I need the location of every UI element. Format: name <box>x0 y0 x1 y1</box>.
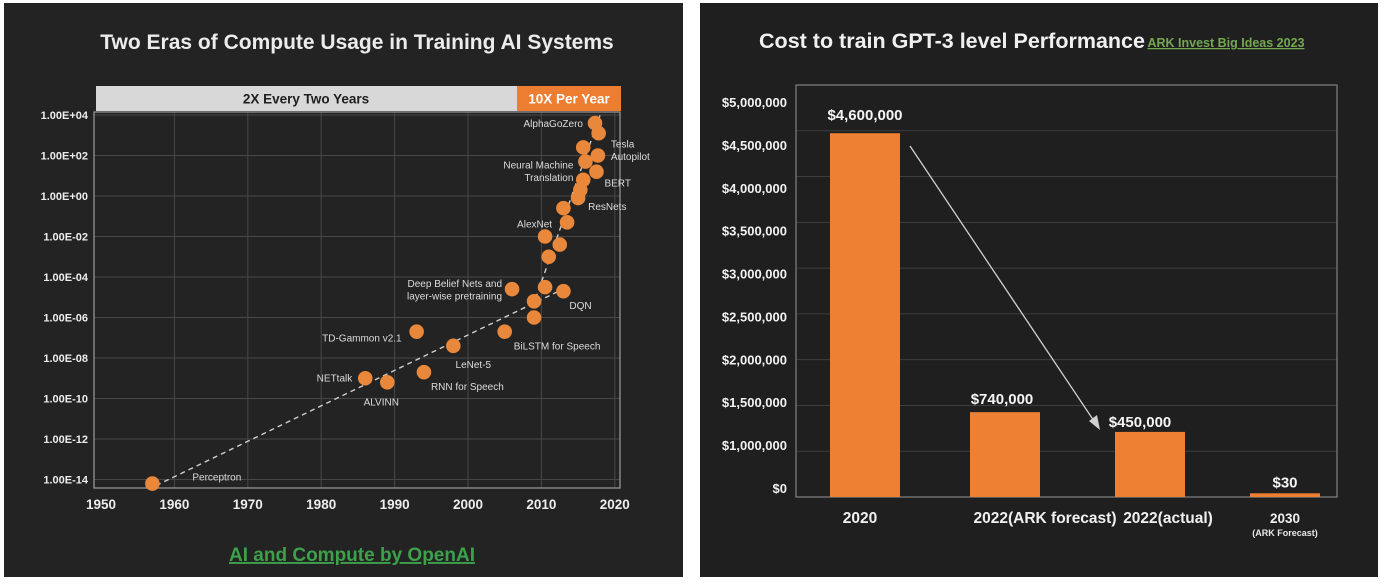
data-point-alvinn <box>379 375 395 390</box>
bar-2022-ark-forecast- <box>970 412 1040 497</box>
point-label: Neural Machine Translation <box>503 161 573 185</box>
data-point <box>556 200 571 216</box>
point-label: Tesla Autopilot <box>611 140 650 164</box>
right-plot-border <box>795 84 1338 498</box>
ai-and-compute-link[interactable]: AI and Compute by OpenAI <box>229 545 475 566</box>
point-label: DQN <box>569 301 591 312</box>
point-label: AlexNet <box>517 220 552 231</box>
left-x-tick-label: 1960 <box>159 497 189 512</box>
left-x-tick-label: 1990 <box>380 497 410 512</box>
point-label: BERT <box>604 179 631 190</box>
right-chart-grid: $5,000,000 $4,500,000 $4,000,000 $3,500,000… <box>722 84 1338 498</box>
category-label: 2022(ARK forecast) <box>974 510 1117 527</box>
data-point <box>552 237 568 252</box>
right-y-tick-label: $3,000,000 <box>722 267 787 282</box>
point-label: AlphaGoZero <box>523 119 583 130</box>
left-x-tick-label: 1950 <box>86 497 116 512</box>
data-point <box>537 279 553 295</box>
right-y-tick-label: $2,500,000 <box>722 309 787 324</box>
point-label: ResNets <box>588 202 626 213</box>
decline-arrow-line <box>909 145 1097 425</box>
right-chart-title: Cost to train GPT-3 level Performance <box>759 29 1145 53</box>
data-point <box>497 324 512 339</box>
data-point-perceptron <box>145 476 160 491</box>
category-sublabel: (ARK Forecast) <box>1252 528 1318 538</box>
right-y-tick-label: $1,000,000 <box>722 438 787 453</box>
left-plot-border <box>93 111 621 489</box>
left-y-tick-label: 1.00E-04 <box>43 272 89 284</box>
point-label: Perceptron <box>192 473 241 484</box>
data-point-alphagozero <box>587 115 603 131</box>
point-label: NETtalk <box>317 373 354 384</box>
right-chart-plot: $4,600,000 $740,000 $450,000 $30 2020 2022(AR… <box>827 107 1320 538</box>
era-banner-2x-every-two-years <box>96 86 517 111</box>
data-point-neural-machine <box>578 154 593 169</box>
era-trend-line <box>155 286 568 487</box>
era-banner-10x-per-year <box>517 86 621 111</box>
bar-value-label: $740,000 <box>971 391 1034 408</box>
left-y-tick-label: 1.00E+04 <box>41 110 89 122</box>
data-point <box>559 215 575 230</box>
point-label: Deep Belief Nets and layer-wise pretraini… <box>407 279 502 303</box>
left-chart-grid: 1.00E+04 1.00E+02 1.00E+00 1.00E-02 1.00E-04… <box>41 110 630 512</box>
data-point <box>575 140 591 155</box>
data-point-lenet-5 <box>446 338 461 354</box>
data-point <box>541 249 557 265</box>
bar-2030 <box>1250 493 1320 497</box>
data-point-bert <box>589 164 604 179</box>
left-y-tick-label: 1.00E-12 <box>43 434 88 446</box>
point-label: LeNet-5 <box>456 360 492 371</box>
left-y-tick-label: 1.00E-06 <box>43 313 88 325</box>
right-y-tick-label: $4,000,000 <box>722 181 787 196</box>
decline-arrow-head <box>1089 415 1100 430</box>
data-point-tesla <box>590 148 606 163</box>
data-point-nettalk <box>357 370 373 386</box>
left-y-tick-label: 1.00E+00 <box>41 191 88 203</box>
bar-value-label: $30 <box>1272 474 1297 491</box>
data-point-td-gammon-v2-1 <box>409 324 424 339</box>
data-point <box>575 172 591 188</box>
point-label: TD-Gammon v2.1 <box>322 334 402 345</box>
category-label: 2022(actual) <box>1123 510 1213 527</box>
right-y-tick-label: $4,500,000 <box>722 138 787 153</box>
bar-value-label: $450,000 <box>1109 414 1172 431</box>
point-label: BiLSTM for Speech <box>514 342 601 353</box>
era-banner-2x-label: 2X Every Two Years <box>243 92 369 107</box>
category-label: 2030 <box>1270 511 1300 526</box>
category-label: 2020 <box>843 510 877 527</box>
data-point-deep-belief-nets-and <box>504 281 520 297</box>
left-x-tick-label: 2000 <box>453 497 483 512</box>
era-banner-10x-label: 10X Per Year <box>528 92 610 107</box>
data-point-alexnet <box>537 229 553 244</box>
point-label: RNN for Speech <box>431 382 504 393</box>
left-y-tick-label: 1.00E-02 <box>43 232 88 244</box>
left-y-tick-label: 1.00E-14 <box>43 475 89 487</box>
ark-invest-link[interactable]: ARK Invest Big Ideas 2023 <box>1147 36 1304 50</box>
right-y-tick-label: $5,000,000 <box>722 95 787 110</box>
left-y-tick-label: 1.00E-10 <box>43 394 88 406</box>
left-x-tick-label: 1970 <box>233 497 263 512</box>
data-point-rnn-for-speech <box>416 364 432 380</box>
right-y-tick-label: $2,000,000 <box>722 352 787 367</box>
left-chart-plot: Perceptron NETtalk ALVINN RNN for Speech TD-… <box>145 112 650 491</box>
left-y-tick-label: 1.00E+02 <box>41 151 88 163</box>
data-point-bilstm-for-speech <box>526 310 542 325</box>
bar-2022-actual- <box>1115 431 1185 497</box>
left-chart-title: Two Eras of Compute Usage in Training AI… <box>100 31 613 54</box>
left-x-tick-label: 2020 <box>600 497 630 512</box>
right-y-tick-label: $0 <box>773 481 787 496</box>
right-y-tick-label: $1,500,000 <box>722 395 787 410</box>
left-x-tick-label: 1980 <box>306 497 336 512</box>
right-y-tick-label: $3,500,000 <box>722 224 787 239</box>
bar-2020 <box>830 133 900 498</box>
data-point-dqn <box>556 283 571 299</box>
bar-value-label: $4,600,000 <box>827 107 902 124</box>
left-y-tick-label: 1.00E-08 <box>43 353 88 365</box>
left-x-tick-label: 2010 <box>526 497 556 512</box>
data-point <box>526 294 542 309</box>
point-label: ALVINN <box>364 397 399 408</box>
